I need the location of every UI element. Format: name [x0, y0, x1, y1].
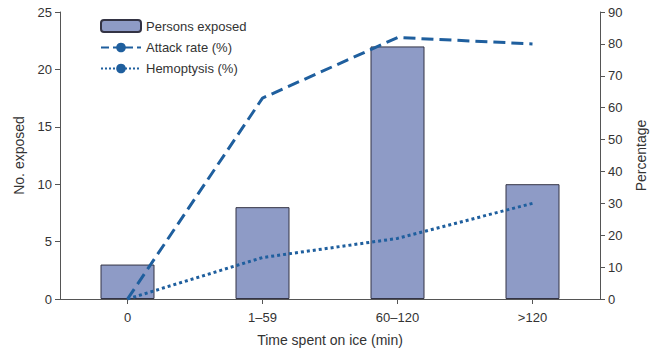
svg-text:1–59: 1–59	[248, 310, 277, 325]
svg-text:40: 40	[608, 164, 622, 179]
svg-text:0: 0	[45, 292, 52, 307]
svg-text:Time spent on ice (min): Time spent on ice (min)	[257, 332, 403, 348]
svg-text:5: 5	[45, 234, 52, 249]
svg-text:50: 50	[608, 132, 622, 147]
svg-text:70: 70	[608, 68, 622, 83]
svg-text:60: 60	[608, 100, 622, 115]
svg-text:No. exposed: No. exposed	[11, 116, 27, 195]
svg-text:10: 10	[38, 177, 52, 192]
svg-text:Hemoptysis (%): Hemoptysis (%)	[146, 61, 238, 76]
svg-text:Persons exposed: Persons exposed	[146, 19, 246, 34]
svg-text:30: 30	[608, 196, 622, 211]
svg-text:60–120: 60–120	[376, 310, 419, 325]
svg-text:15: 15	[38, 119, 52, 134]
svg-text:25: 25	[38, 5, 52, 20]
svg-text:20: 20	[38, 62, 52, 77]
svg-text:Attack rate (%): Attack rate (%)	[146, 40, 232, 55]
svg-text:0: 0	[608, 292, 615, 307]
svg-text:0: 0	[124, 310, 131, 325]
svg-text:20: 20	[608, 228, 622, 243]
svg-text:>120: >120	[518, 310, 547, 325]
svg-text:90: 90	[608, 5, 622, 20]
svg-text:10: 10	[608, 260, 622, 275]
svg-text:Percentage: Percentage	[633, 119, 649, 191]
svg-text:80: 80	[608, 36, 622, 51]
